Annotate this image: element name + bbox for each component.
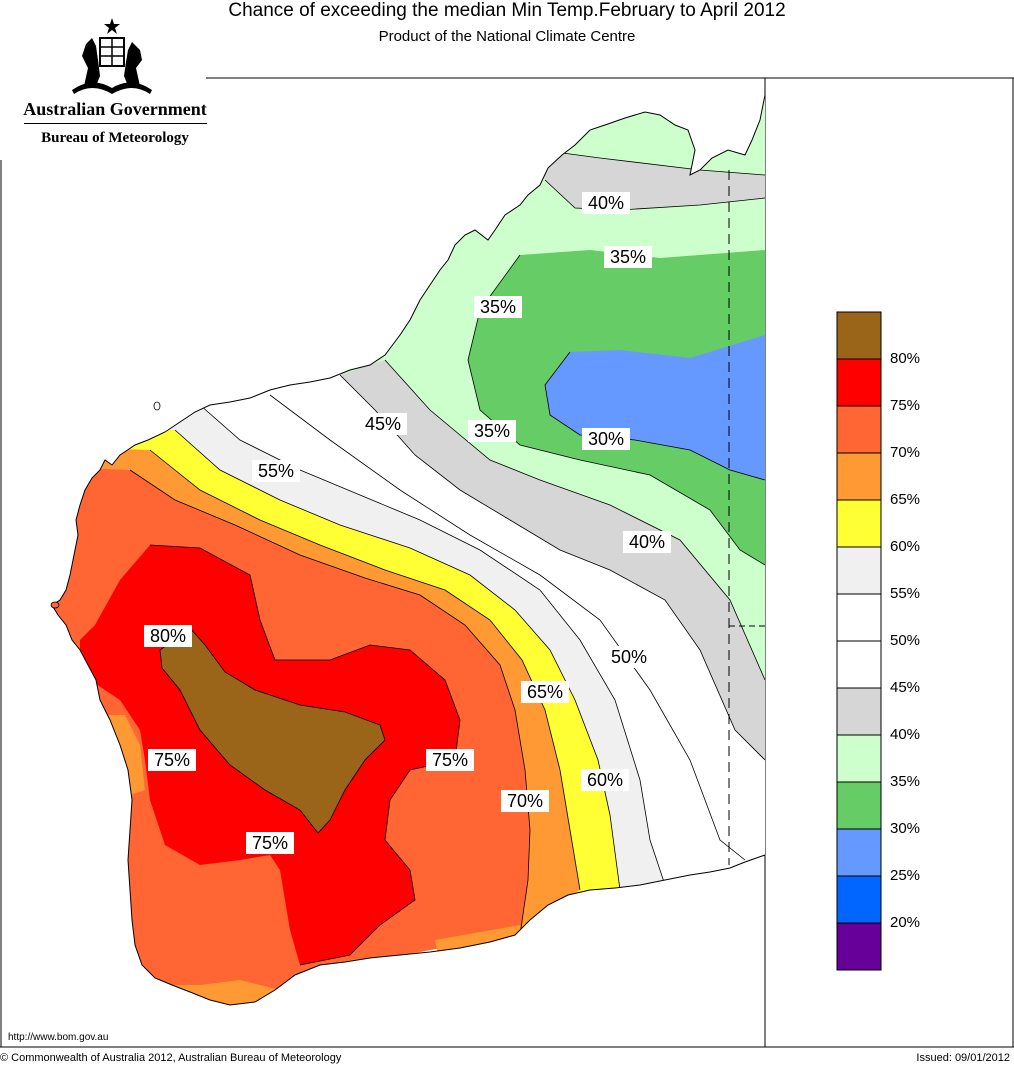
contour-label: 80%	[144, 625, 192, 647]
issued-date: Issued: 09/01/2012	[916, 1052, 1010, 1064]
coastline	[51, 94, 766, 1006]
bureau-name: Bureau of Meteorology	[41, 130, 189, 146]
legend-swatch	[836, 311, 882, 360]
contour-label: 55%	[252, 460, 300, 482]
legend	[836, 311, 882, 971]
legend-swatch	[836, 499, 882, 548]
contour-label: 40%	[582, 192, 630, 214]
logo-divider	[24, 123, 207, 124]
legend-label: 50%	[890, 632, 921, 649]
legend-swatch	[836, 405, 882, 454]
legend-label: 55%	[890, 585, 921, 602]
legend-label: 30%	[890, 820, 921, 837]
legend-swatch	[836, 593, 882, 642]
contour-label: 50%	[605, 646, 653, 668]
contour-label: 70%	[501, 790, 549, 812]
contour-label: 75%	[246, 832, 294, 854]
contour-label: 45%	[359, 413, 407, 435]
legend-swatch	[836, 781, 882, 830]
legend-label: 25%	[890, 867, 921, 884]
legend-swatch	[836, 358, 882, 407]
copyright-notice: © Commonwealth of Australia 2012, Austra…	[0, 1052, 342, 1064]
legend-label: 35%	[890, 773, 921, 790]
legend-swatch	[836, 640, 882, 689]
contour-label: 35%	[604, 246, 652, 268]
website-link[interactable]: http://www.bom.gov.au	[8, 1032, 109, 1043]
contour-label: 75%	[148, 749, 196, 771]
contour-label: 35%	[468, 420, 516, 442]
agency-logo	[0, 0, 206, 160]
legend-swatch	[836, 828, 882, 877]
map-title: Chance of exceeding the median Min Temp.…	[228, 0, 786, 21]
legend-label: 20%	[890, 914, 921, 931]
legend-label: 45%	[890, 679, 921, 696]
contour-label: 60%	[581, 769, 629, 791]
legend-swatch	[836, 875, 882, 924]
contour-label: 40%	[623, 531, 671, 553]
contour-bands	[52, 95, 765, 1005]
contour-label: 65%	[521, 681, 569, 703]
legend-label: 75%	[890, 397, 921, 414]
contour-label: 75%	[426, 749, 474, 771]
coat-of-arms-icon	[72, 18, 152, 94]
legend-label: 65%	[890, 491, 921, 508]
legend-label: 80%	[890, 350, 921, 367]
legend-swatch	[836, 734, 882, 783]
contour-label: 35%	[474, 296, 522, 318]
legend-swatch	[836, 452, 882, 501]
government-name: Australian Government	[23, 99, 207, 119]
legend-label: 40%	[890, 726, 921, 743]
legend-swatch	[836, 687, 882, 736]
legend-label: 60%	[890, 538, 921, 555]
map-subtitle: Product of the National Climate Centre	[378, 28, 636, 45]
legend-swatch	[836, 922, 882, 971]
legend-label: 70%	[890, 444, 921, 461]
legend-swatch	[836, 546, 882, 595]
contour-label: 30%	[582, 428, 630, 450]
